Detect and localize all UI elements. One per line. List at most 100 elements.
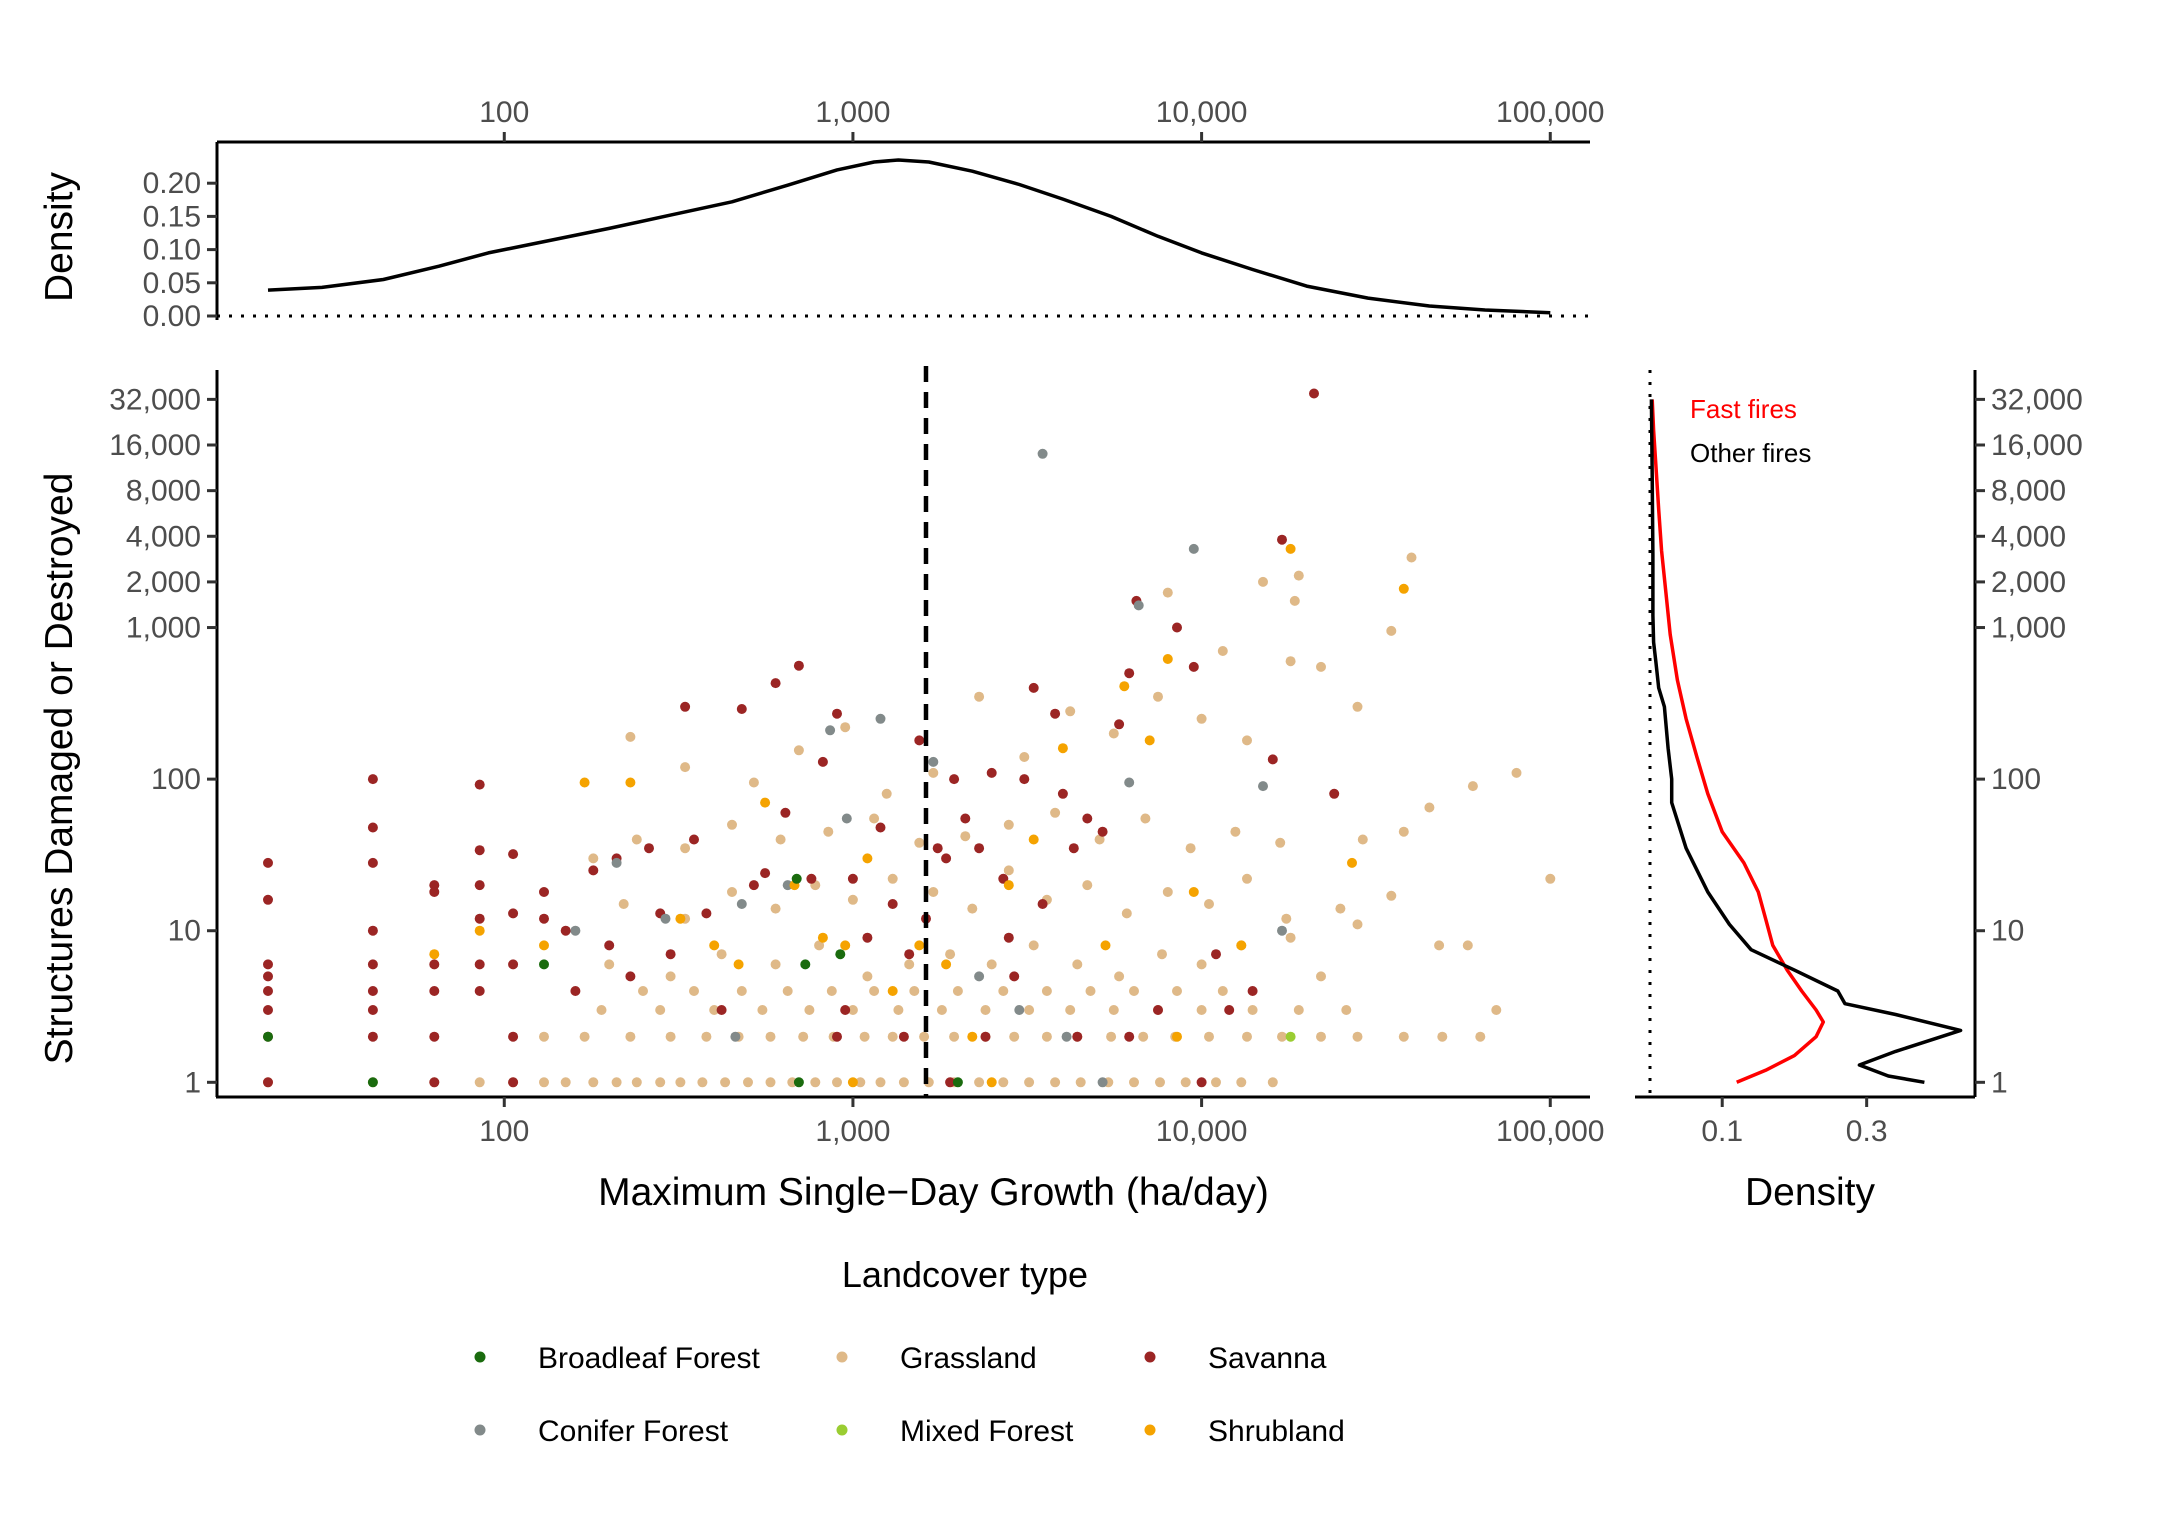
point-grassland: [1129, 1077, 1139, 1088]
point-shrubland: [1119, 681, 1130, 692]
point-grassland: [998, 986, 1009, 996]
point-grassland: [596, 1005, 607, 1015]
point-grassland: [859, 1031, 870, 1042]
point-shrubland: [579, 777, 590, 788]
point-conifer-forest: [825, 725, 836, 736]
point-savanna: [689, 834, 699, 845]
point-grassland: [748, 777, 759, 788]
point-grassland: [757, 1005, 768, 1015]
point-shrubland: [1347, 857, 1357, 868]
point-grassland: [1204, 899, 1214, 909]
point-grassland: [1467, 781, 1478, 792]
point-grassland: [1162, 587, 1173, 598]
point-conifer-forest: [1258, 781, 1268, 792]
density-legend-label: Other fires: [1690, 438, 1811, 468]
right-panel-x-ticks: 0.1 0.3: [1701, 1097, 1888, 1148]
point-grassland: [736, 986, 747, 996]
top-panel-x-ticks: 100 1,000 10,000 100,000: [479, 96, 1604, 142]
point-savanna: [770, 678, 781, 689]
point-savanna: [887, 899, 898, 909]
point-savanna: [748, 880, 759, 891]
point-grassland: [1019, 752, 1030, 762]
point-shrubland: [733, 959, 744, 970]
point-grassland: [727, 819, 737, 830]
point-grassland: [1129, 986, 1139, 996]
point-grassland: [625, 1031, 636, 1042]
point-conifer-forest: [1097, 1077, 1108, 1088]
point-grassland: [680, 762, 691, 773]
point-grassland: [1242, 873, 1252, 884]
point-grassland: [847, 894, 858, 905]
point-shrubland: [760, 797, 771, 808]
point-savanna: [263, 857, 273, 868]
top-y-tick-label: 0.05: [143, 267, 201, 300]
point-grassland: [474, 1077, 485, 1088]
point-grassland: [720, 1077, 731, 1088]
point-grassland: [945, 949, 956, 960]
point-savanna: [474, 986, 485, 996]
point-shrubland: [1172, 1031, 1182, 1042]
point-savanna: [914, 735, 925, 746]
point-grassland: [716, 949, 727, 960]
point-grassland: [1386, 625, 1397, 636]
point-grassland: [881, 788, 892, 799]
legend-items: Broadleaf Forest Grassland Savanna Conifer …: [474, 1342, 1345, 1448]
point-grassland: [887, 1031, 898, 1042]
right-y-tick-label: 1: [1991, 1066, 2008, 1099]
point-savanna: [904, 949, 915, 960]
point-grassland: [1316, 971, 1326, 982]
point-grassland: [1352, 701, 1363, 712]
point-shrubland: [862, 853, 873, 864]
point-grassland: [631, 1077, 642, 1088]
point-mixed-forest: [1285, 1031, 1296, 1042]
point-savanna: [367, 959, 378, 970]
point-grassland: [974, 1077, 985, 1088]
point-grassland: [782, 986, 793, 996]
point-savanna: [1097, 826, 1108, 837]
point-grassland: [539, 1077, 549, 1088]
point-grassland: [1357, 834, 1368, 845]
point-savanna: [263, 1077, 273, 1088]
point-savanna: [508, 959, 519, 970]
point-shrubland: [817, 932, 828, 943]
point-savanna: [429, 1077, 440, 1088]
top-x-tick-label: 1,000: [815, 96, 890, 129]
x-tick-label: 10,000: [1156, 1115, 1248, 1148]
point-grassland: [743, 1077, 753, 1088]
point-savanna: [474, 845, 485, 856]
legend-label: Conifer Forest: [538, 1415, 729, 1448]
y-tick-label: 8,000: [126, 475, 201, 508]
point-grassland: [862, 971, 873, 982]
point-grassland: [998, 1077, 1009, 1088]
point-savanna: [1009, 971, 1020, 982]
point-grassland: [1024, 1005, 1035, 1015]
point-grassland: [1217, 986, 1228, 996]
x-tick-label: 1,000: [815, 1115, 890, 1148]
point-grassland: [770, 903, 781, 914]
point-grassland: [1341, 1005, 1352, 1015]
point-savanna: [793, 660, 804, 671]
point-savanna: [1329, 788, 1340, 799]
density-curve-other-fires: [1649, 399, 1963, 1085]
y-tick-label: 100: [151, 763, 201, 796]
point-savanna: [680, 701, 691, 712]
point-savanna: [1057, 788, 1068, 799]
point-grassland: [914, 837, 925, 848]
top-y-tick-label: 0.15: [143, 200, 201, 233]
point-savanna: [644, 843, 654, 854]
point-grassland: [1316, 1031, 1326, 1042]
point-grassland: [1162, 887, 1173, 897]
point-shrubland: [1285, 543, 1296, 554]
point-grassland: [588, 853, 599, 864]
point-grassland: [1434, 940, 1445, 951]
legend-label: Grassland: [900, 1342, 1037, 1375]
main-scatter-panel: 100 1,000 10,000 100,000 1 10 100 1,000 2,000 4,…: [38, 366, 1604, 1214]
point-grassland: [625, 731, 636, 742]
top-x-tick-label: 100: [479, 96, 529, 129]
y-tick-label: 2,000: [126, 566, 201, 599]
point-conifer-forest: [1124, 777, 1135, 788]
point-grassland: [1196, 1005, 1207, 1015]
top-panel-y-ticks: 0.000.050.100.150.20: [143, 167, 217, 333]
point-savanna: [429, 887, 440, 897]
top-y-tick-label: 0.10: [143, 234, 201, 267]
